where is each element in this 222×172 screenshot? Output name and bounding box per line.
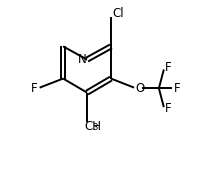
Text: O: O bbox=[135, 82, 145, 95]
Text: F: F bbox=[165, 61, 171, 74]
Text: F: F bbox=[31, 82, 38, 95]
Text: CH: CH bbox=[84, 120, 101, 133]
Text: 3: 3 bbox=[93, 123, 98, 132]
Text: N: N bbox=[78, 53, 87, 66]
Text: F: F bbox=[173, 82, 180, 95]
Text: F: F bbox=[165, 102, 171, 115]
Text: Cl: Cl bbox=[113, 7, 124, 20]
